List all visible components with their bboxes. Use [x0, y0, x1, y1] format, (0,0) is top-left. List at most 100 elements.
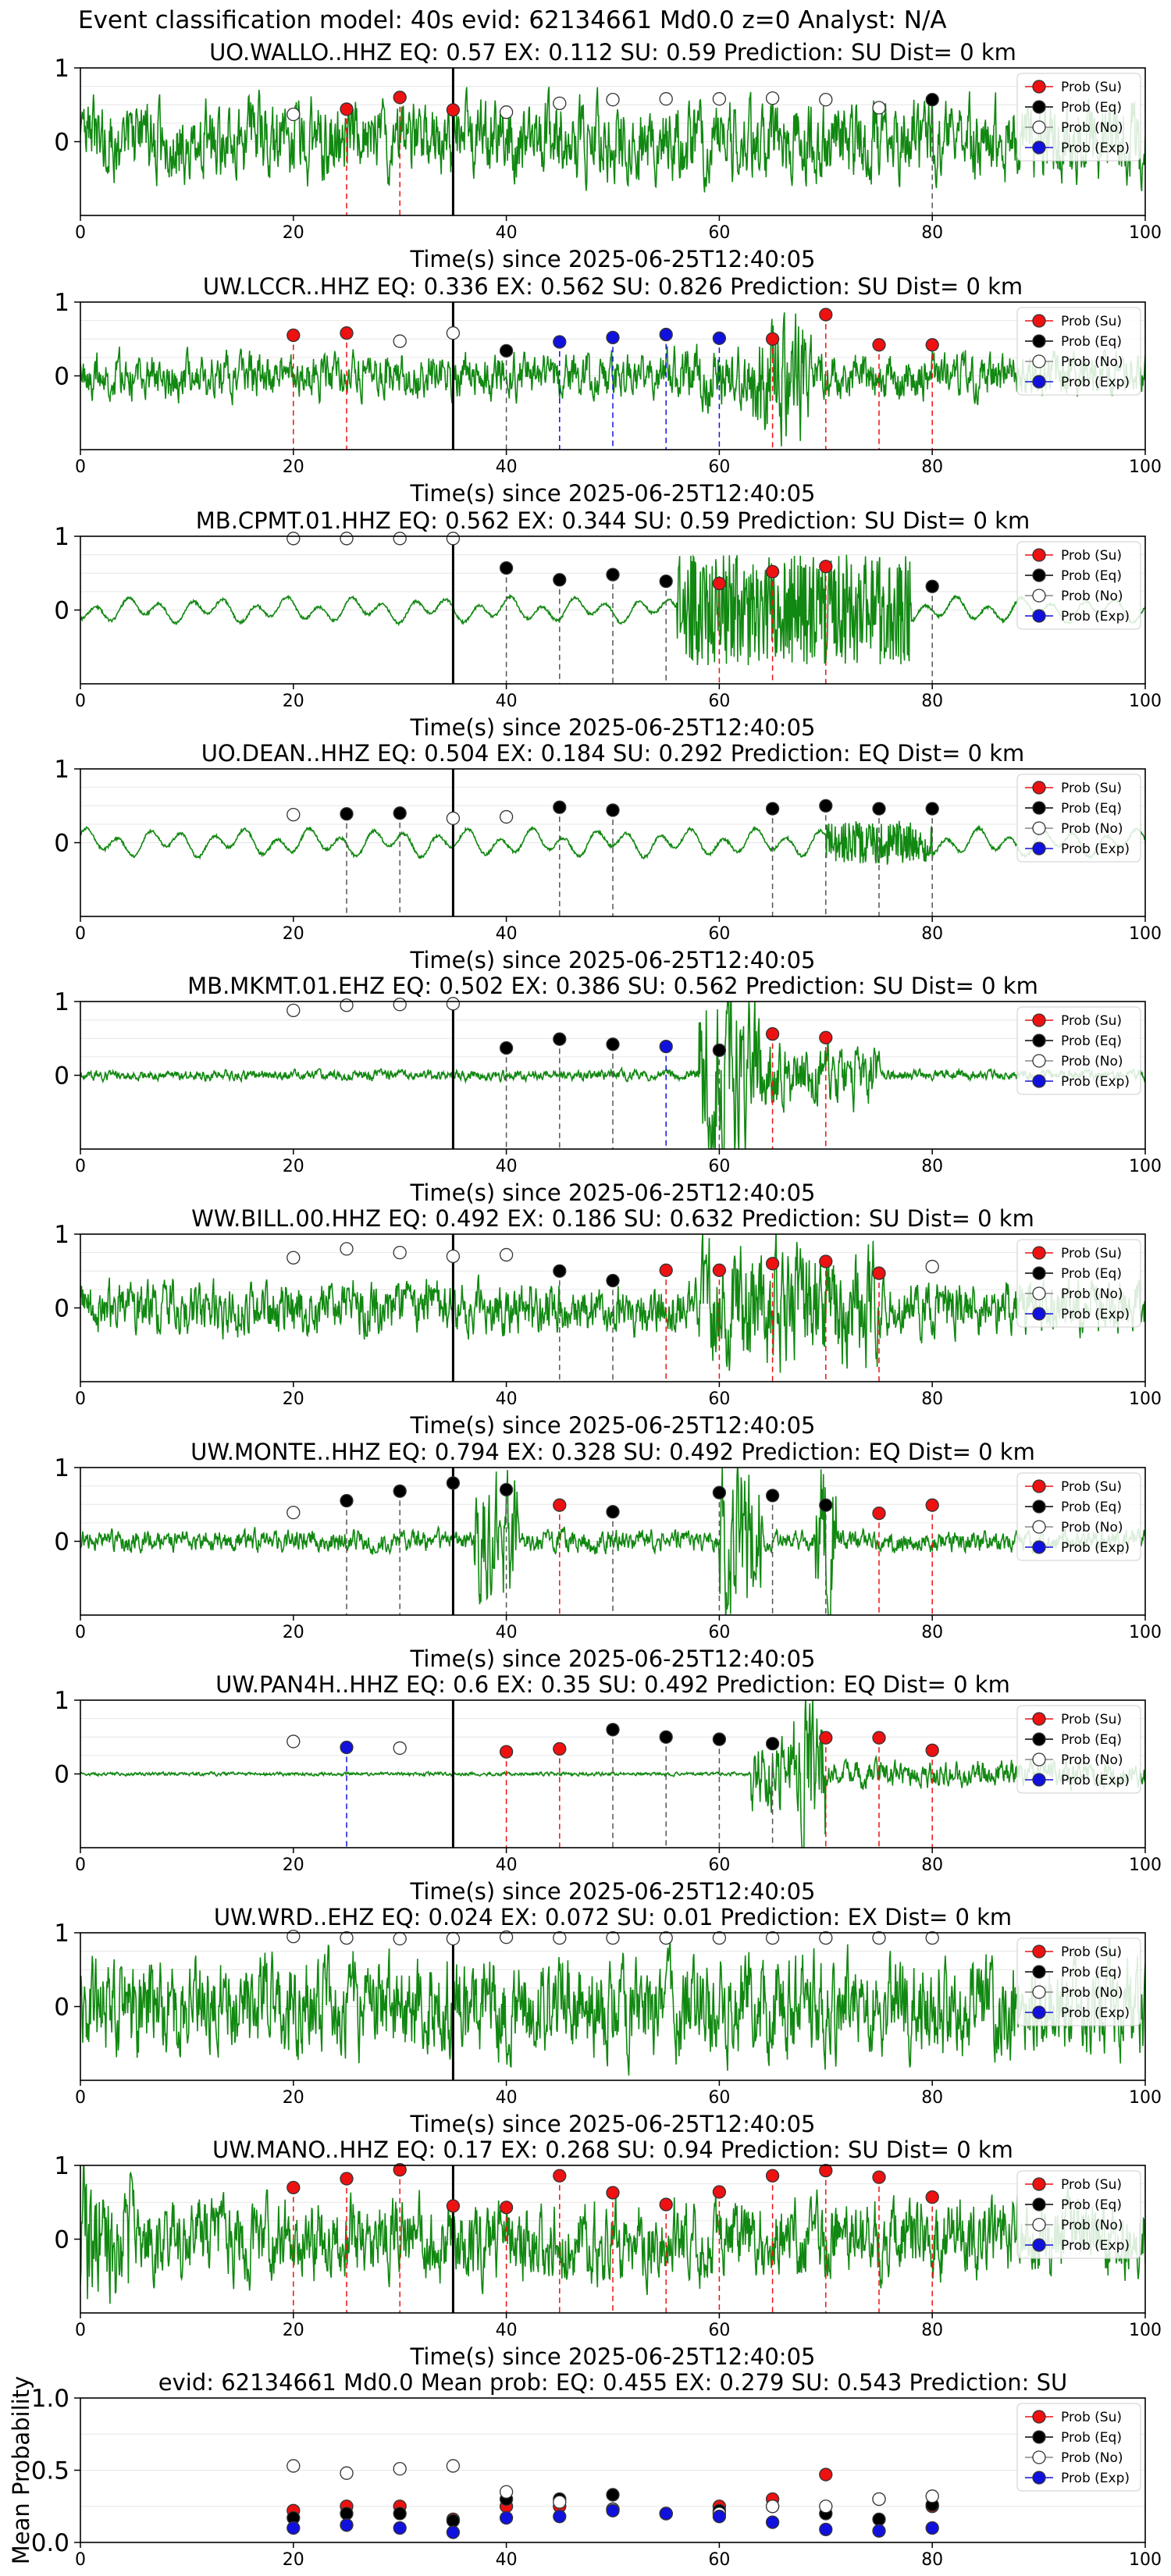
legend: Prob (Su) Prob (Eq) Prob (No) Prob (Exp): [1016, 1239, 1141, 1328]
prob-marker-no: [659, 92, 673, 106]
prob-marker-eq: [872, 802, 886, 816]
x-axis-label: Time(s) since 2025-06-25T12:40:05: [410, 1878, 816, 1905]
subplot-11: evid: 62134661 Md0.0 Mean prob: EQ: 0.45…: [8, 2369, 1162, 2570]
prob-marker-su: [712, 1263, 727, 1277]
mean-prob-marker-exp: [553, 2510, 567, 2524]
prob-marker-no: [553, 96, 567, 111]
x-tick-label: 80: [921, 2550, 943, 2570]
subplot-10: UW.MANO..HHZ EQ: 0.17 EX: 0.268 SU: 0.94…: [54, 2137, 1162, 2370]
legend: Prob (Su) Prob (Eq) Prob (No) Prob (Exp): [1016, 1937, 1141, 2026]
legend-marker-no: [1032, 1286, 1046, 1300]
prob-marker-su: [872, 338, 886, 352]
x-axis-label: Time(s) since 2025-06-25T12:40:05: [410, 1646, 816, 1672]
prob-marker-eq: [712, 1732, 727, 1746]
prob-marker-eq: [553, 1264, 567, 1278]
legend-entry: Prob (Su): [1061, 1712, 1122, 1727]
mean-prob-marker-eq: [606, 2488, 620, 2502]
prob-marker-eq: [606, 803, 620, 817]
prob-marker-su: [819, 560, 833, 574]
prob-marker-no: [499, 105, 514, 119]
legend-marker-exp: [1032, 1307, 1046, 1321]
seismic-trace: [80, 87, 1145, 193]
x-tick-label: 40: [496, 1389, 518, 1409]
x-tick-label: 40: [496, 1157, 518, 1176]
figure-suptitle: Event classification model: 40s evid: 62…: [78, 6, 947, 34]
mean-prob-marker-exp: [765, 2515, 780, 2529]
prob-marker-eq: [659, 1730, 673, 1744]
legend-entry: Prob (Eq): [1061, 334, 1122, 350]
x-tick-label: 40: [496, 457, 518, 477]
legend-marker-no: [1032, 2218, 1046, 2232]
legend-entry: Prob (No): [1061, 589, 1123, 604]
prob-marker-su: [659, 2197, 673, 2211]
prob-marker-no: [287, 1505, 301, 1520]
prob-marker-exp: [606, 330, 620, 345]
prob-marker-su: [819, 2163, 833, 2178]
legend-entry: Prob (Exp): [1061, 1773, 1130, 1788]
prob-marker-no: [606, 92, 620, 107]
legend-entry: Prob (Exp): [1061, 1307, 1130, 1322]
prob-marker-su: [925, 338, 939, 352]
prob-marker-su: [499, 1745, 514, 1759]
prob-marker-no: [393, 532, 407, 546]
prob-marker-no: [393, 334, 407, 348]
prob-marker-eq: [606, 1273, 620, 1288]
mean-prob-marker-no: [393, 2461, 407, 2476]
legend-marker-su: [1032, 80, 1046, 94]
x-tick-label: 20: [283, 2088, 304, 2108]
subplot-2: UW.LCCR..HHZ EQ: 0.336 EX: 0.562 SU: 0.8…: [54, 273, 1162, 507]
prob-marker-no: [287, 807, 301, 822]
legend-entry: Prob (Eq): [1061, 1034, 1122, 1049]
legend-marker-no: [1032, 2450, 1046, 2464]
x-tick-label: 40: [496, 2321, 518, 2340]
x-tick-label: 40: [496, 1856, 518, 1875]
x-tick-label: 100: [1129, 1856, 1162, 1875]
x-tick-label: 100: [1129, 924, 1162, 944]
legend-marker-exp: [1032, 375, 1046, 389]
mean-prob-marker-exp: [925, 2521, 939, 2535]
legend-entry: Prob (Eq): [1061, 2197, 1122, 2213]
x-tick-label: 80: [921, 1157, 943, 1176]
prob-marker-eq: [499, 1482, 514, 1496]
legend-marker-su: [1032, 1944, 1046, 1959]
legend-marker-exp: [1032, 841, 1046, 856]
prob-marker-eq: [606, 1505, 620, 1519]
x-tick-label: 0: [75, 692, 86, 711]
x-axis-label: Time(s) since 2025-06-25T12:40:05: [410, 2343, 816, 2370]
seismic-trace: [80, 1938, 1145, 2076]
y-tick-label: 0: [54, 129, 69, 157]
legend-entry: Prob (Exp): [1061, 2238, 1130, 2254]
prob-marker-su: [819, 1731, 833, 1745]
subplot-7: UW.MONTE..HHZ EQ: 0.794 EX: 0.328 SU: 0.…: [54, 1439, 1162, 1672]
seismic-trace: [80, 1234, 1145, 1373]
legend-entry: Prob (Eq): [1061, 1965, 1122, 1980]
x-axis-label: Time(s) since 2025-06-25T12:40:05: [410, 1179, 816, 1206]
x-tick-label: 40: [496, 2550, 518, 2570]
x-tick-label: 60: [708, 1623, 730, 1642]
legend-entry: Prob (No): [1061, 821, 1123, 837]
prob-marker-su: [553, 1498, 567, 1512]
prob-marker-exp: [712, 331, 727, 345]
legend-entry: Prob (No): [1061, 1520, 1123, 1535]
legend-entry: Prob (Su): [1061, 781, 1122, 796]
mean-prob-marker-exp: [393, 2521, 407, 2535]
prob-marker-exp: [340, 1740, 354, 1755]
prob-marker-su: [765, 564, 780, 579]
prob-marker-su: [287, 328, 301, 343]
legend-marker-su: [1032, 1246, 1046, 1260]
x-tick-label: 80: [921, 692, 943, 711]
prob-marker-su: [287, 2180, 301, 2195]
prob-marker-exp: [553, 335, 567, 349]
legend-entry: Prob (Eq): [1061, 2430, 1122, 2446]
prob-marker-no: [393, 1245, 407, 1260]
legend-entry: Prob (Exp): [1061, 375, 1130, 390]
legend: Prob (Su) Prob (Eq) Prob (No) Prob (Exp): [1016, 2403, 1141, 2492]
x-tick-label: 20: [283, 1856, 304, 1875]
prob-marker-no: [287, 107, 301, 122]
legend-entry: Prob (Exp): [1061, 841, 1130, 857]
y-tick-label: 1: [54, 1687, 69, 1715]
legend-marker-su: [1032, 1013, 1046, 1027]
legend-marker-exp: [1032, 2238, 1046, 2252]
y-tick-label: 0: [54, 597, 69, 625]
mean-prob-marker-exp: [659, 2507, 673, 2521]
